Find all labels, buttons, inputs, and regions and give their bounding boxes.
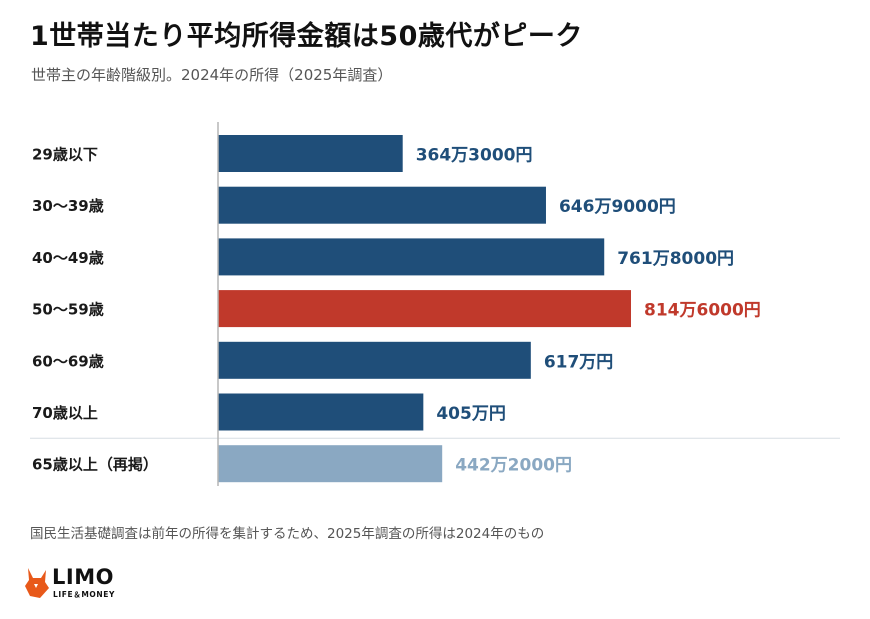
chart-subtitle: 世帯主の年齢階級別。2024年の所得（2025年調査） <box>31 66 393 84</box>
category-label: 65歳以上（再掲） <box>32 456 158 474</box>
logo-tagline: LIFE＆MONEY <box>53 590 115 599</box>
fox-icon <box>25 568 49 598</box>
category-label: 50〜59歳 <box>32 301 104 319</box>
bar-chart: 29歳以下 364万3000円 30〜39歳 646万9000円 40〜49歳 761万8… <box>30 122 840 486</box>
value-label: 814万6000円 <box>644 301 761 321</box>
value-label: 405万円 <box>436 404 506 424</box>
footnote: 国民生活基礎調査は前年の所得を集計するため、2025年調査の所得は2024年のも… <box>30 526 545 542</box>
category-label: 60〜69歳 <box>32 352 104 370</box>
category-label: 70歳以上 <box>32 404 98 422</box>
bar <box>218 238 605 276</box>
value-label: 761万8000円 <box>617 249 734 269</box>
value-label: 364万3000円 <box>416 146 533 166</box>
value-label: 617万円 <box>544 352 614 372</box>
chart-title: 1世帯当たり平均所得金額は50歳代がピーク <box>30 21 583 52</box>
bar <box>218 445 443 483</box>
value-label: 646万9000円 <box>559 197 676 217</box>
bar <box>218 135 403 172</box>
category-label: 40〜49歳 <box>32 249 104 267</box>
bar <box>218 393 424 431</box>
bar <box>218 186 546 224</box>
bar <box>218 341 531 379</box>
category-label: 30〜39歳 <box>32 197 104 215</box>
value-label: 442万2000円 <box>455 456 572 476</box>
logo: LIMO LIFE＆MONEY <box>22 565 114 604</box>
logo-wordmark: LIMO <box>52 565 114 589</box>
category-label: 29歳以下 <box>32 146 98 164</box>
bar <box>218 290 631 328</box>
